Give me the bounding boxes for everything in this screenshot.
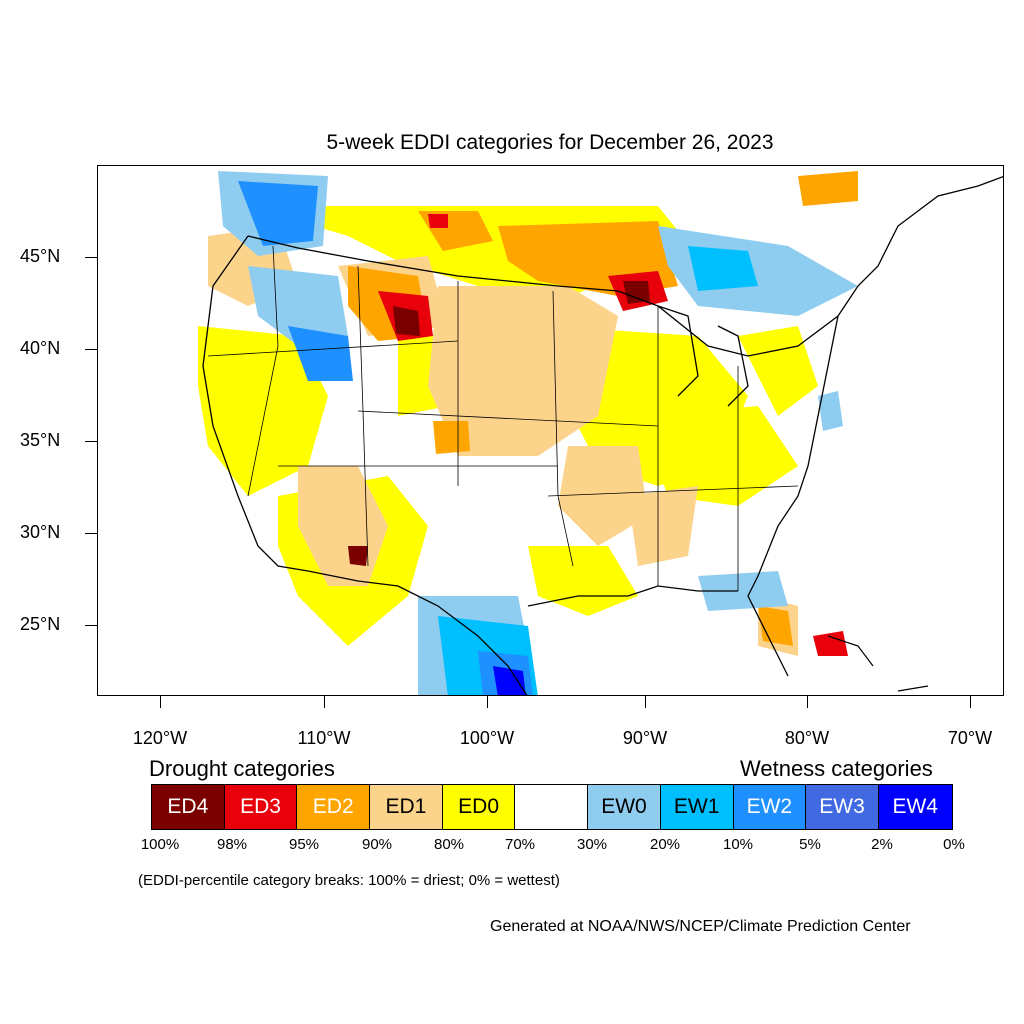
category-legend: ED4 ED3 ED2 ED1 ED0 EW0 EW1 EW2 EW3 EW4 xyxy=(151,784,953,830)
ed3-ed4-regions xyxy=(348,214,848,656)
percentile-label: 95% xyxy=(288,836,320,853)
lon-label-90: 90°W xyxy=(622,728,668,748)
legend-box-ed0: ED0 xyxy=(442,785,516,829)
lat-label-25: 25°N xyxy=(20,614,61,634)
percentile-label: 5% xyxy=(799,836,821,853)
lon-tick-90 xyxy=(645,696,647,708)
eddi-map xyxy=(198,171,1003,695)
lat-label-35: 35°N xyxy=(20,430,61,450)
percentile-label: 20% xyxy=(649,836,681,853)
lon-tick-120 xyxy=(160,696,162,708)
lon-label-120: 120°W xyxy=(132,728,188,748)
legend-box-ew3: EW3 xyxy=(806,785,879,829)
lon-label-100: 100°W xyxy=(459,728,515,748)
percentile-label: 100% xyxy=(140,836,180,853)
percentile-label: 30% xyxy=(576,836,608,853)
wetness-categories-title: Wetness categories xyxy=(740,756,933,781)
percentile-label: 10% xyxy=(722,836,754,853)
drought-categories-title: Drought categories xyxy=(149,756,335,781)
lat-label-40: 40°N xyxy=(20,338,61,358)
lon-tick-110 xyxy=(324,696,326,708)
lon-tick-80 xyxy=(807,696,809,708)
percentile-label: 90% xyxy=(361,836,393,853)
percentile-label: 80% xyxy=(433,836,465,853)
legend-box-ed4: ED4 xyxy=(152,785,225,829)
percentile-label: 70% xyxy=(504,836,536,853)
map-title: 5-week EDDI categories for December 26, … xyxy=(326,131,774,154)
percentile-label: 0% xyxy=(943,836,965,853)
legend-box-ed3: ED3 xyxy=(224,785,298,829)
lat-tick-30 xyxy=(85,533,97,535)
percentile-label: 98% xyxy=(216,836,248,853)
legend-box-ew0: EW0 xyxy=(588,785,661,829)
state-boundaries xyxy=(207,245,799,591)
coastline-borders xyxy=(202,176,1003,695)
lat-label-45: 45°N xyxy=(20,246,61,266)
lat-tick-35 xyxy=(85,441,97,443)
lon-label-70: 70°W xyxy=(947,728,993,748)
lat-tick-25 xyxy=(85,625,97,627)
lon-tick-70 xyxy=(970,696,972,708)
map-panel xyxy=(97,165,1004,696)
lon-tick-100 xyxy=(487,696,489,708)
lon-label-110: 110°W xyxy=(297,728,351,748)
legend-box-ew4: EW4 xyxy=(878,785,952,829)
credit-line: Generated at NOAA/NWS/NCEP/Climate Predi… xyxy=(490,918,911,935)
lon-label-80: 80°W xyxy=(784,728,830,748)
caribbean-islands xyxy=(827,635,929,692)
lat-tick-40 xyxy=(85,349,97,351)
category-break-note: (EDDI-percentile category breaks: 100% =… xyxy=(138,872,560,889)
legend-box-ew1: EW1 xyxy=(660,785,734,829)
lat-tick-45 xyxy=(85,257,97,259)
legend-box-ed2: ED2 xyxy=(297,785,371,829)
percentile-label: 2% xyxy=(871,836,893,853)
legend-box-ew2: EW2 xyxy=(733,785,807,829)
lat-label-30: 30°N xyxy=(20,522,61,542)
legend-box-ed1: ED1 xyxy=(370,785,443,829)
legend-box-neutral xyxy=(515,785,589,829)
